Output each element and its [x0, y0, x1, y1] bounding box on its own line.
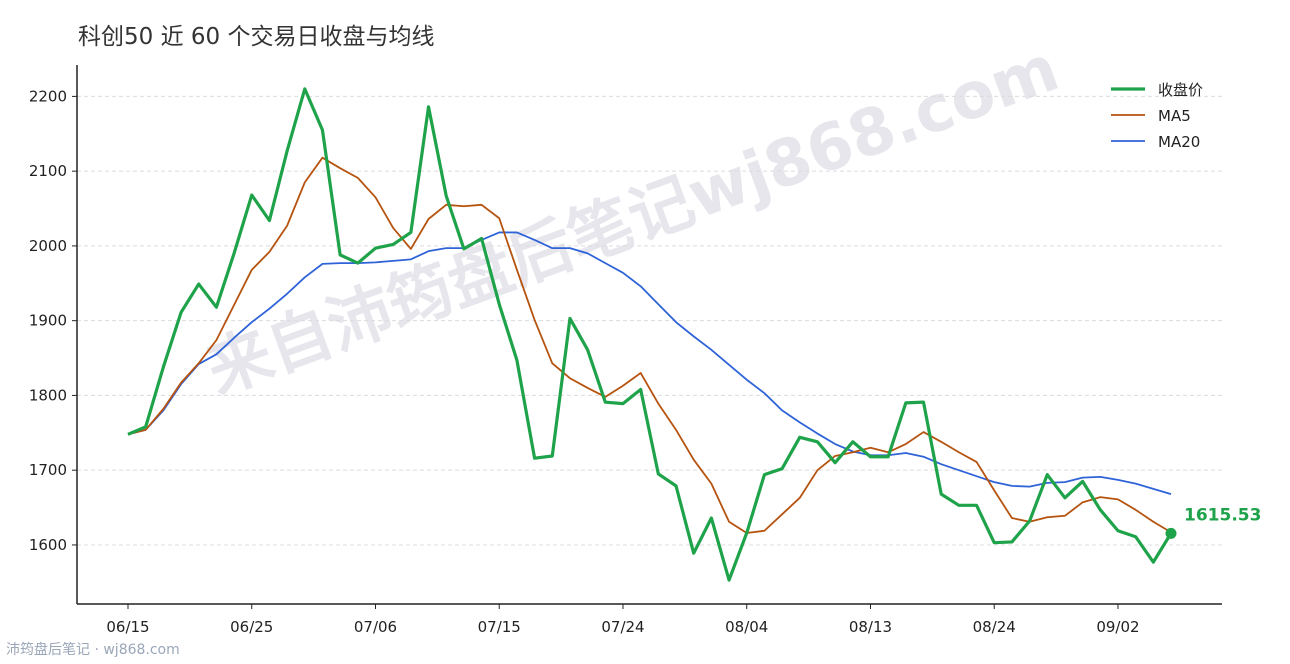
- legend-label: MA20: [1158, 133, 1200, 151]
- y-tick-label: 2100: [29, 162, 67, 180]
- y-tick-label: 2000: [29, 237, 67, 255]
- x-tick-label: 08/24: [973, 618, 1016, 636]
- x-tick-label: 07/24: [601, 618, 644, 636]
- footer: 沛筠盘后笔记 · wj868.com: [6, 641, 180, 658]
- series-line: [127, 87, 1173, 582]
- legend-label: 收盘价: [1158, 81, 1203, 99]
- watermark: 来自沛筠盘后笔记wj868.com: [198, 32, 1069, 409]
- x-tick-label: 06/25: [230, 618, 273, 636]
- x-tick-label: 08/13: [849, 618, 892, 636]
- y-tick-label: 1700: [29, 461, 67, 479]
- y-tick-label: 2200: [29, 87, 67, 105]
- x-tick-label: 09/02: [1096, 618, 1139, 636]
- legend-label: MA5: [1158, 107, 1191, 125]
- y-tick-label: 1900: [29, 312, 67, 330]
- series-line: [127, 231, 1172, 495]
- last-point: [1165, 527, 1177, 539]
- y-tick-label: 1800: [29, 386, 67, 404]
- y-tick-label: 1600: [29, 536, 67, 554]
- x-tick-label: 07/06: [354, 618, 397, 636]
- x-tick-label: 08/04: [725, 618, 768, 636]
- x-tick-label: 07/15: [478, 618, 521, 636]
- chart-title: 科创50 近 60 个交易日收盘与均线: [78, 24, 434, 50]
- x-tick-label: 06/15: [106, 618, 149, 636]
- last-value-label: 1615.53: [1184, 505, 1261, 525]
- series-line: [127, 156, 1172, 534]
